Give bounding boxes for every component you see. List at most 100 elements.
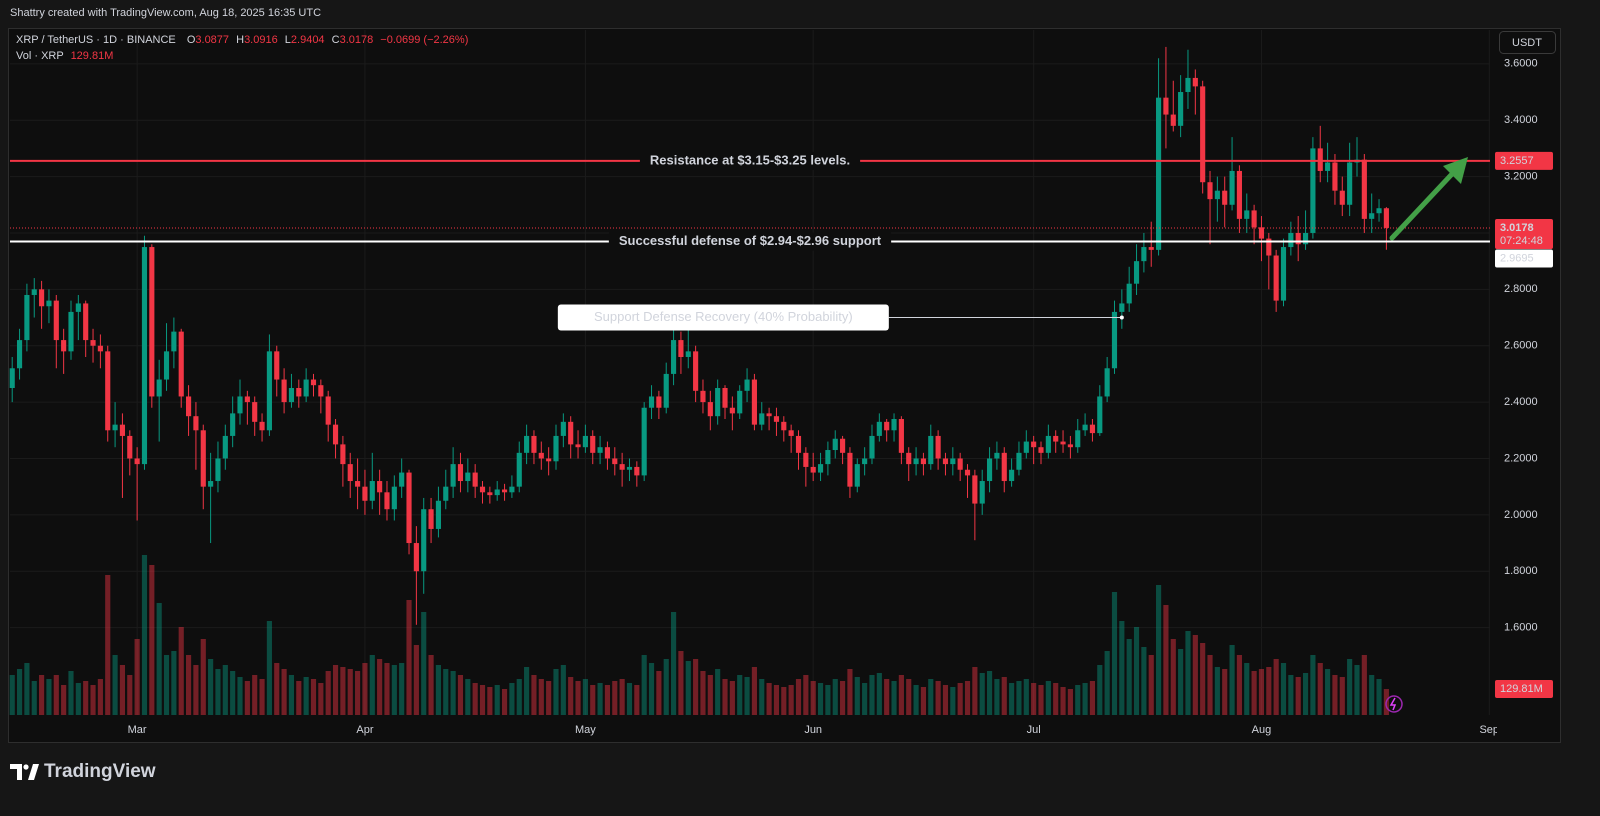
volume-bar [46, 679, 52, 715]
ohlc-label: O [187, 34, 196, 46]
candle-body [1053, 435, 1059, 442]
candle-body [641, 407, 647, 476]
candle-body [597, 447, 603, 453]
ohlc-label: L [285, 34, 291, 46]
volume-bar [1001, 677, 1007, 715]
candle-body [1089, 424, 1096, 434]
candle-body [531, 435, 537, 453]
level-label: Resistance at $3.15-$3.25 levels. [650, 152, 850, 167]
candle-body [384, 492, 390, 510]
candle-body [553, 435, 559, 462]
ohlc-value: 3.0178 [340, 34, 374, 46]
candle-body [817, 464, 824, 473]
candle-body [171, 331, 177, 352]
candle-body [303, 379, 309, 397]
candle-body [244, 396, 250, 403]
candle-body [582, 435, 588, 448]
volume-bar [384, 663, 390, 715]
candle-body [1097, 396, 1103, 434]
candle-body [1325, 162, 1331, 171]
candle-body [538, 452, 544, 459]
candle-body [259, 421, 265, 431]
volume-bar [1251, 671, 1257, 715]
candle-body [450, 464, 456, 487]
volume-bar [1302, 673, 1309, 715]
volume-bar [83, 681, 89, 715]
candle-body [97, 345, 103, 352]
candle-body [39, 289, 45, 307]
candle-body [847, 452, 853, 487]
volume-bar [112, 655, 118, 715]
candle-body [612, 458, 618, 465]
volume-bar [1009, 683, 1015, 715]
volume-bar [1178, 649, 1184, 715]
candle-body [112, 424, 118, 431]
candle-body [648, 396, 655, 408]
candle-body [1038, 447, 1044, 453]
ohlc-value: 2.9404 [291, 34, 325, 46]
x-tick-label: May [575, 724, 596, 736]
volume-bar [810, 681, 816, 715]
candle-body [222, 435, 228, 459]
volume-bar [266, 621, 272, 715]
volume-bar [986, 671, 993, 715]
volume-bar [31, 681, 37, 715]
candle-body [1200, 86, 1206, 183]
volume-bar [538, 679, 544, 715]
volume-bar [568, 677, 574, 715]
candle-body [1214, 190, 1220, 200]
candle-body [678, 340, 684, 357]
candle-body [9, 368, 15, 389]
volume-bar [406, 600, 412, 715]
chart-frame [8, 28, 1561, 743]
volume-bar [1361, 655, 1367, 715]
currency-button[interactable] [1499, 31, 1556, 54]
candle-body [869, 435, 875, 459]
logo-dot [23, 764, 29, 770]
volume-bar [671, 612, 677, 715]
candle-body [876, 421, 882, 436]
x-tick-label: Aug [1252, 724, 1272, 736]
volume-bar [68, 671, 74, 715]
volume-bar [553, 669, 559, 715]
candle-body [1111, 311, 1118, 369]
volume-tag [1495, 680, 1553, 699]
volume-bar [1126, 639, 1132, 715]
volume-bar [612, 681, 618, 715]
volume-bar [700, 671, 706, 715]
candle-body [1031, 441, 1037, 448]
volume-bar [252, 675, 258, 715]
candle-body [898, 419, 904, 453]
candle-body [332, 424, 339, 445]
volume-bar [303, 677, 309, 715]
candle-body [479, 486, 486, 493]
currency-label[interactable]: USDT [1512, 37, 1542, 49]
volume-bar [75, 683, 81, 715]
volume-bar [377, 659, 383, 715]
candle-body [994, 452, 1000, 459]
candle-body [1126, 283, 1132, 304]
volume-bar [200, 639, 206, 715]
volume-bar [707, 675, 713, 715]
annotation-anchor [1119, 315, 1124, 320]
volume-bar [1310, 655, 1316, 715]
volume-bar [1369, 675, 1375, 715]
volume-bar [1347, 659, 1353, 715]
volume-legend: Vol · XRP 129.81M [16, 50, 113, 62]
alert-icon[interactable] [1385, 695, 1403, 713]
change: −0.0699 (−2.26%) [380, 34, 468, 46]
candle-body [421, 509, 427, 572]
volume-bar [428, 655, 434, 715]
candle-body [825, 450, 831, 465]
annotation-box [557, 304, 889, 331]
candle-body [560, 421, 566, 436]
volume-bar [1229, 645, 1235, 715]
volume-bar [1317, 663, 1323, 715]
price-tag-label: 2.9695 [1500, 252, 1534, 264]
volume-bar [310, 679, 317, 715]
candle-body [83, 303, 89, 341]
candle-body [546, 458, 552, 462]
alert-bolt [1389, 697, 1397, 711]
volume-bar [1273, 659, 1279, 715]
candle-body [46, 300, 52, 307]
